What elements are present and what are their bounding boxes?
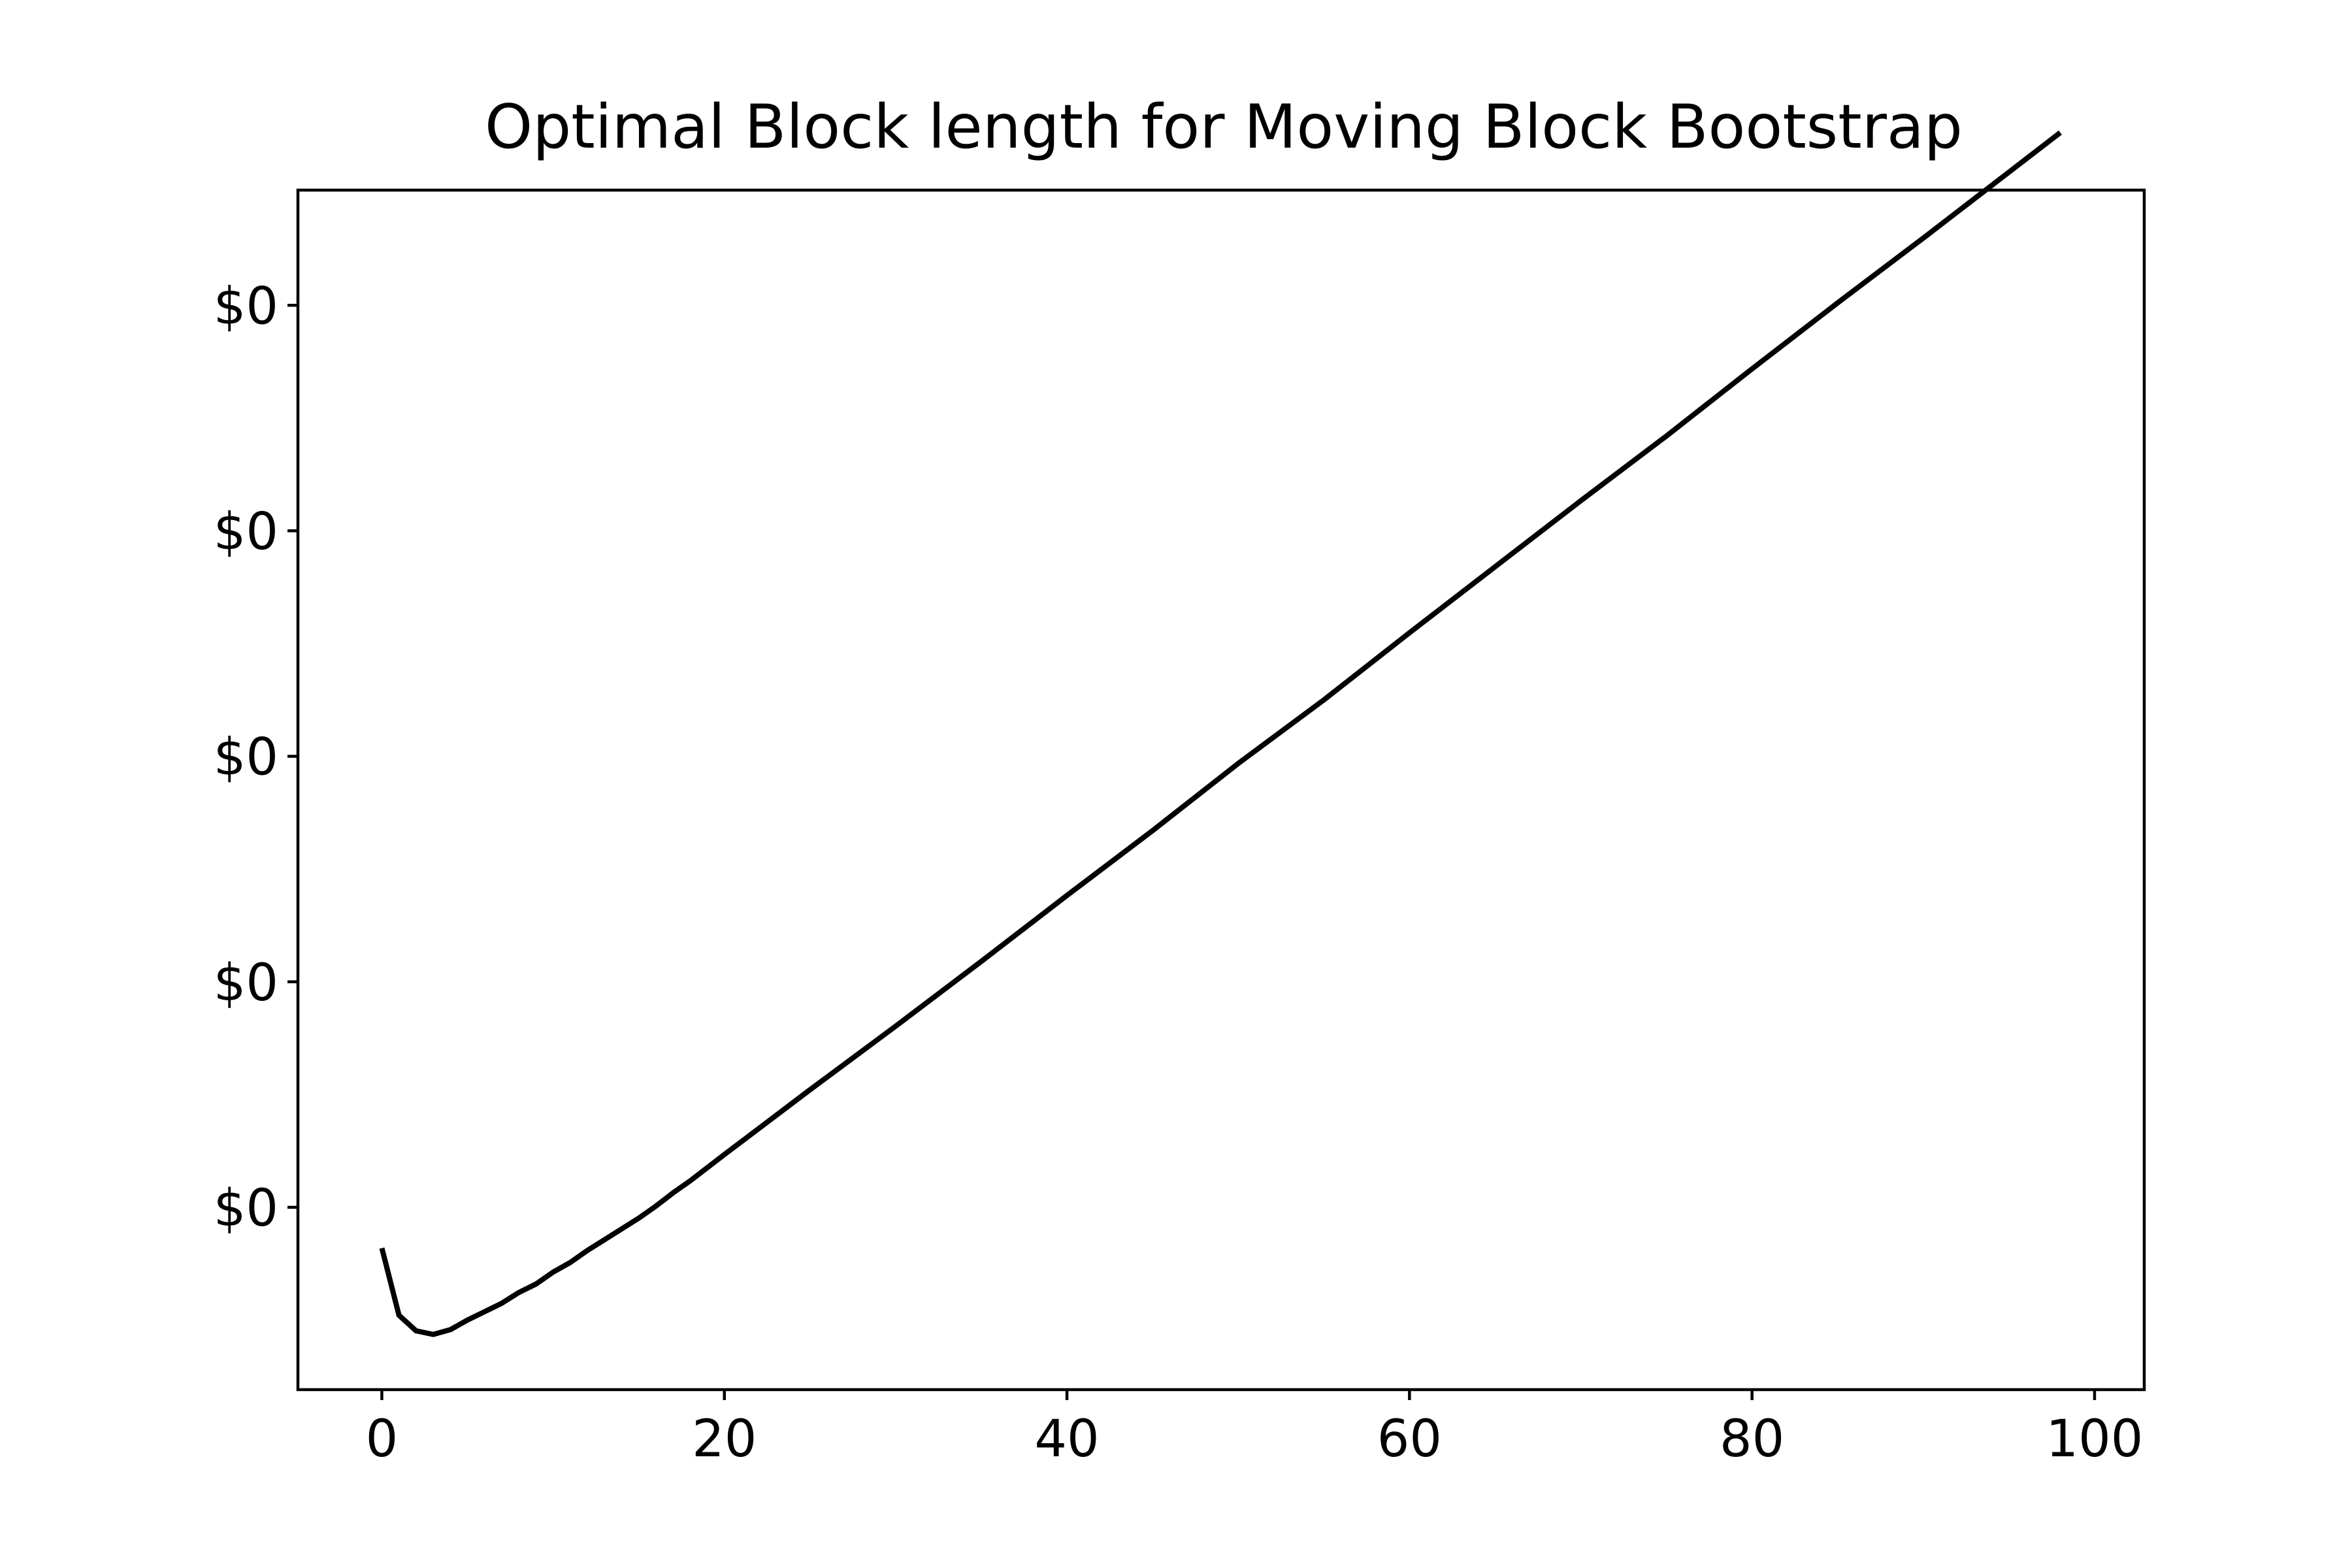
y-tick-label: $0 [214, 502, 278, 561]
x-tick-label: 0 [366, 1410, 399, 1469]
x-tick-label: 100 [2046, 1410, 2144, 1469]
x-tick-label: 20 [692, 1410, 757, 1469]
y-tick-label: $0 [214, 728, 278, 787]
data-line [379, 130, 2062, 1337]
y-tick-label: $0 [214, 1179, 278, 1238]
x-tick-label: 60 [1377, 1410, 1442, 1469]
x-axis-ticks: 0 20 40 60 80 100 [366, 1390, 2144, 1469]
y-tick-label: $0 [214, 277, 278, 336]
x-tick-label: 80 [1720, 1410, 1784, 1469]
x-tick-label: 40 [1034, 1410, 1099, 1469]
y-axis-ticks: $0 $0 $0 $0 $0 [214, 277, 298, 1238]
y-tick-label: $0 [214, 954, 278, 1013]
chart-title: Optimal Block length for Moving Block Bo… [485, 91, 1963, 162]
plot-frame [296, 188, 2146, 1392]
